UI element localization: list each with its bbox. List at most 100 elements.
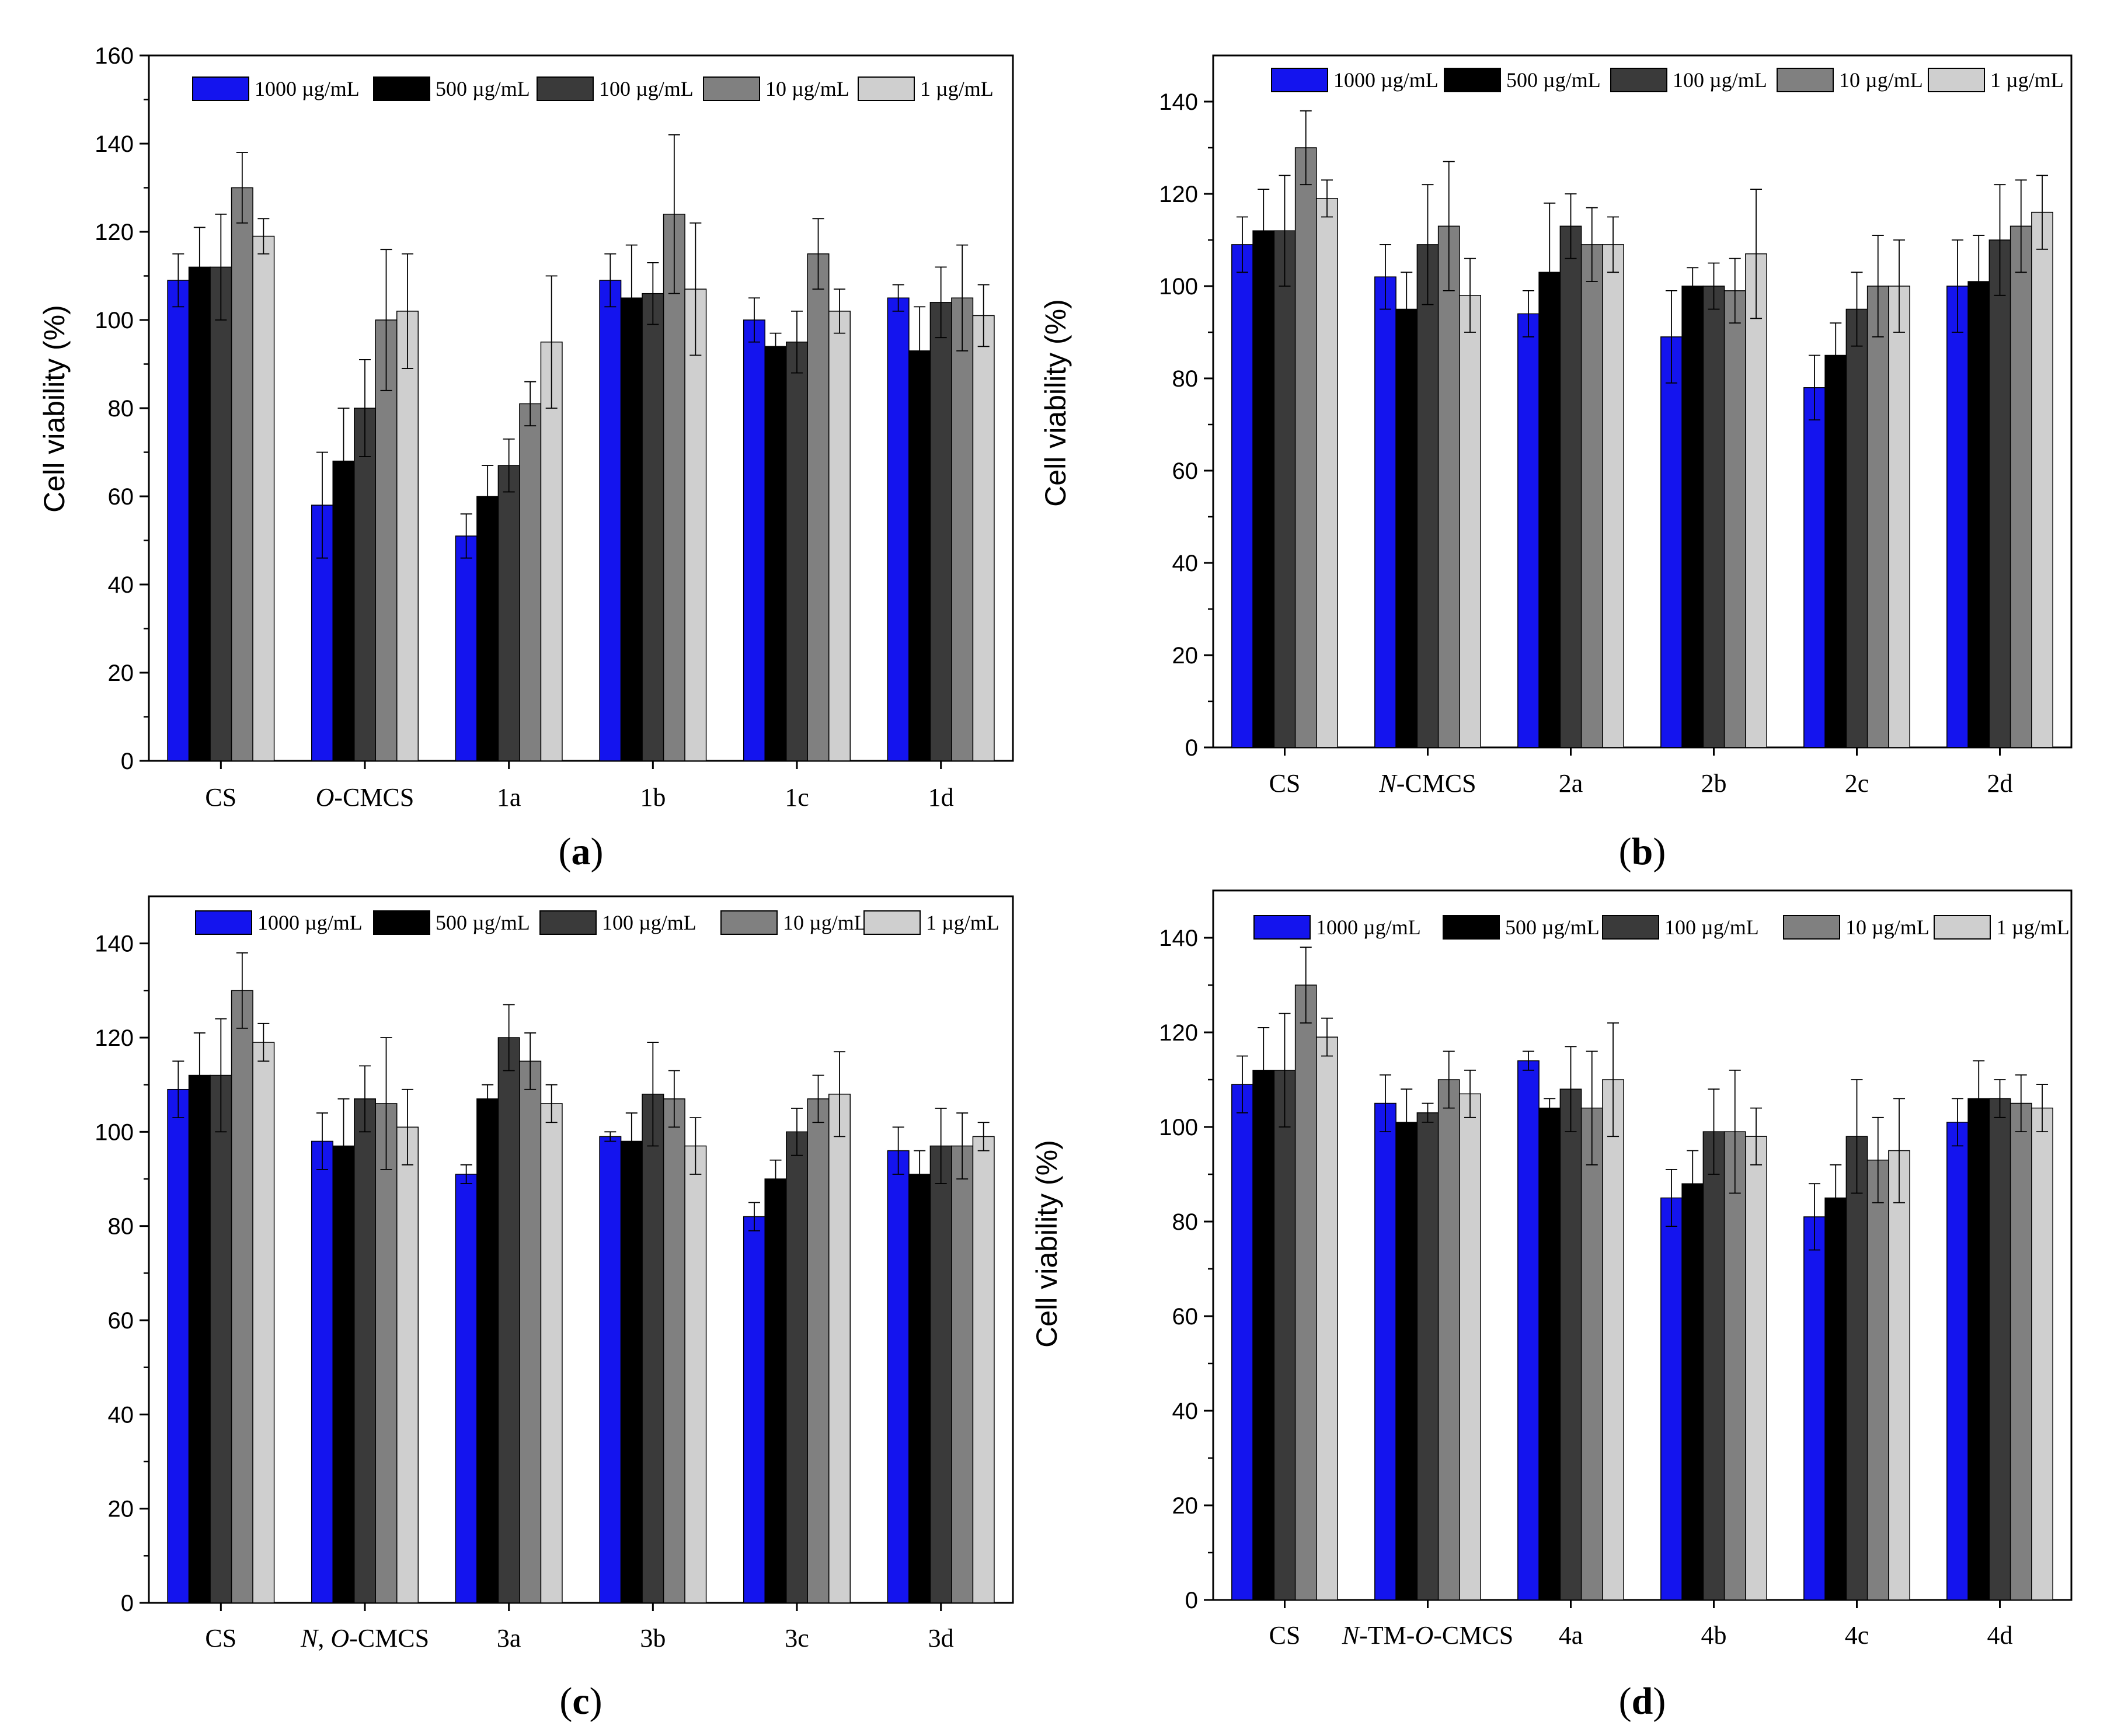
bar-c-c3-s2 xyxy=(642,1094,664,1603)
y-tick-label: 60 xyxy=(108,484,134,510)
x-category-label: 1a xyxy=(497,783,521,812)
bar-b-c2-s4 xyxy=(1602,244,1624,748)
bar-a-c3-s1 xyxy=(620,297,643,761)
x-category-label: 4a xyxy=(1559,1621,1583,1650)
legend-label: 1000 µg/mL xyxy=(255,77,360,100)
bar-c-c5-s2 xyxy=(929,1145,952,1603)
bar-b-c4-s4 xyxy=(1888,286,1910,748)
bar-b-c1-s2 xyxy=(1416,244,1439,748)
bar-b-c3-s0 xyxy=(1660,336,1683,748)
panel-label: (c) xyxy=(559,1680,602,1723)
bar-c-c0-s1 xyxy=(188,1074,211,1603)
bar-a-c1-s4 xyxy=(396,311,419,761)
bar-c-c3-s0 xyxy=(599,1136,622,1603)
bar-b-c4-s1 xyxy=(1824,354,1847,748)
legend-label: 500 µg/mL xyxy=(436,911,530,934)
x-category-label: CS xyxy=(1269,769,1301,798)
bar-d-c0-s1 xyxy=(1252,1070,1275,1601)
legend-swatch xyxy=(720,910,778,935)
x-category-label: 4d xyxy=(1987,1621,2013,1650)
y-tick-label: 80 xyxy=(1172,366,1199,392)
bar-c-c1-s0 xyxy=(311,1140,333,1603)
bar-a-c2-s3 xyxy=(519,403,542,761)
y-tick-label: 20 xyxy=(1172,643,1199,669)
bar-b-c2-s0 xyxy=(1517,313,1540,748)
bar-b-c3-s2 xyxy=(1702,286,1725,748)
bar-b-c0-s1 xyxy=(1252,230,1275,748)
x-category-label: 3b xyxy=(640,1624,666,1652)
y-tick-label: 80 xyxy=(1172,1209,1199,1235)
bar-c-c2-s4 xyxy=(540,1103,563,1603)
bar-d-c2-s4 xyxy=(1602,1079,1624,1601)
bar-a-c5-s2 xyxy=(929,302,952,761)
y-tick-label: 60 xyxy=(108,1308,134,1334)
x-category-label: CS xyxy=(1269,1621,1301,1650)
bar-a-c3-s3 xyxy=(663,214,685,761)
legend-swatch xyxy=(1928,68,1985,92)
bar-b-c4-s2 xyxy=(1845,308,1868,748)
y-tick-label: 40 xyxy=(1172,1398,1199,1424)
x-category-label: 3c xyxy=(785,1624,809,1652)
legend-label: 500 µg/mL xyxy=(1506,68,1601,92)
bar-b-c1-s1 xyxy=(1395,308,1418,748)
bar-b-c5-s3 xyxy=(2009,225,2032,748)
bar-b-c4-s0 xyxy=(1803,387,1826,748)
bar-b-c2-s2 xyxy=(1559,225,1582,748)
bar-b-c0-s0 xyxy=(1231,244,1253,748)
bar-d-c0-s0 xyxy=(1231,1084,1253,1601)
bar-d-c1-s0 xyxy=(1374,1102,1396,1601)
y-tick-label: 140 xyxy=(95,931,134,957)
x-category-label: 1c xyxy=(785,783,809,812)
bar-c-c1-s4 xyxy=(396,1126,419,1603)
bar-c-c2-s0 xyxy=(455,1174,478,1603)
panel-a: 0 20 40 60 80 100 120 140 160 Cell viability (%) C… xyxy=(38,43,1014,873)
legend-swatch xyxy=(863,910,921,935)
y-tick-label: 0 xyxy=(121,1591,134,1616)
bar-c-c0-s2 xyxy=(210,1074,232,1603)
y-tick-label: 120 xyxy=(95,220,134,245)
bar-d-c5-s0 xyxy=(1946,1122,1969,1601)
legend-swatch xyxy=(1610,68,1667,92)
bar-a-c3-s2 xyxy=(642,293,664,761)
bar-c-c0-s3 xyxy=(231,990,253,1603)
bar-b-c1-s3 xyxy=(1437,225,1460,748)
bar-a-c0-s3 xyxy=(231,187,253,761)
legend-swatch xyxy=(192,76,249,101)
bar-c-c5-s3 xyxy=(951,1145,974,1603)
legend-swatch xyxy=(373,910,430,935)
bar-d-c2-s1 xyxy=(1538,1107,1561,1601)
y-tick-label: 160 xyxy=(95,43,134,69)
legend-swatch xyxy=(539,910,597,935)
bar-b-c1-s0 xyxy=(1374,276,1396,748)
legend-swatch xyxy=(373,76,430,101)
y-axis-title: Cell viability (%) xyxy=(1039,299,1072,507)
legend-label: 1000 µg/mL xyxy=(1316,916,1421,939)
y-tick-label: 100 xyxy=(95,308,134,333)
legend-label: 500 µg/mL xyxy=(436,77,530,100)
y-tick-label: 120 xyxy=(1159,182,1198,207)
bar-c-c3-s3 xyxy=(663,1098,685,1603)
bar-c-c5-s0 xyxy=(887,1150,910,1603)
y-tick-label: 80 xyxy=(108,396,134,422)
legend-swatch xyxy=(537,76,594,101)
legend-label: 1000 µg/mL xyxy=(1333,68,1439,92)
bar-d-c0-s3 xyxy=(1294,984,1317,1601)
bar-d-c4-s2 xyxy=(1845,1136,1868,1601)
bar-a-c0-s0 xyxy=(167,280,190,761)
legend-label: 1 µg/mL xyxy=(1996,916,2070,939)
y-tick-label: 100 xyxy=(1159,274,1198,300)
bar-d-c3-s3 xyxy=(1723,1131,1746,1601)
legend-label: 10 µg/mL xyxy=(783,911,867,934)
bar-b-c0-s3 xyxy=(1294,147,1317,748)
y-tick-label: 20 xyxy=(108,1497,134,1522)
bar-c-c5-s4 xyxy=(972,1136,995,1603)
y-tick-label: 60 xyxy=(1172,458,1199,484)
bar-a-c5-s4 xyxy=(972,315,995,761)
bar-c-c0-s4 xyxy=(252,1042,275,1603)
x-category-label: N, O-CMCS xyxy=(300,1624,429,1652)
legend-label: 500 µg/mL xyxy=(1505,916,1600,939)
bar-b-c3-s3 xyxy=(1723,290,1746,748)
legend-label: 1000 µg/mL xyxy=(257,911,363,934)
bar-b-c5-s0 xyxy=(1946,286,1969,748)
